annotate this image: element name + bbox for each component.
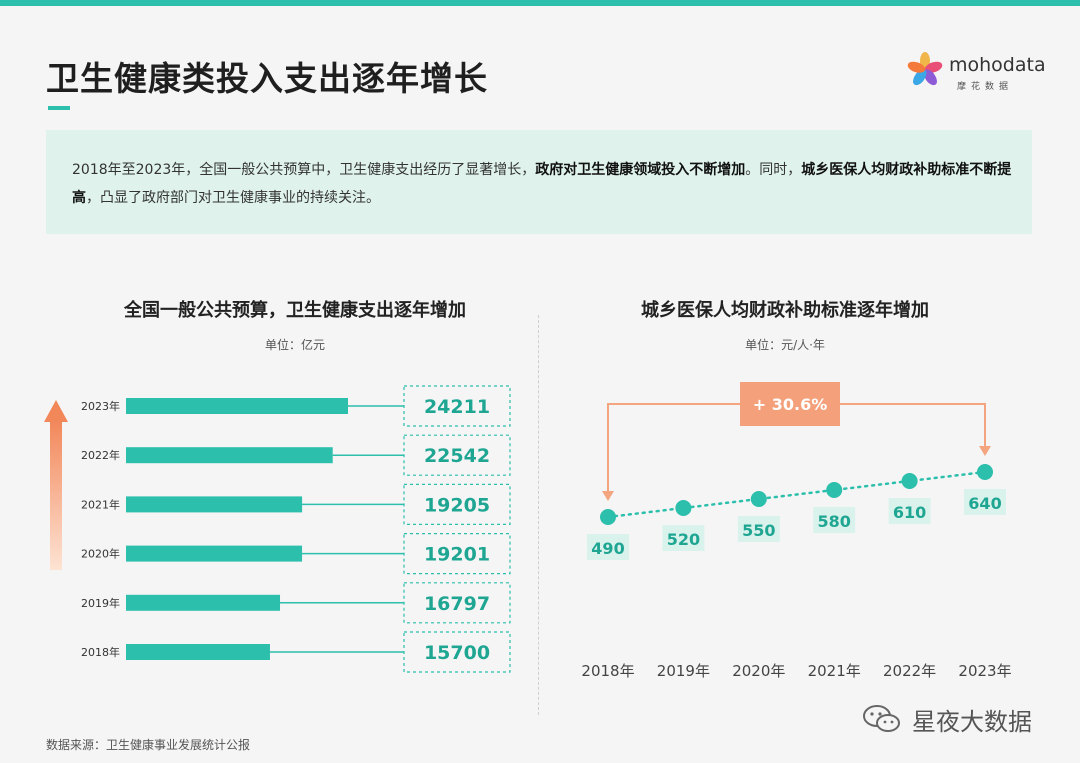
bar-category-label: 2022年 [81,448,120,462]
point-value-label: 640 [968,494,1001,513]
summary-text: 2018年至2023年，全国一般公共预算中，卫生健康支出经历了显著增长，政府对卫… [72,156,1022,212]
x-tick-label: 2023年 [958,662,1011,680]
bar-category-label: 2019年 [81,596,120,610]
summary-bold-2: 城乡医保人均财政补助标准不断提高 [72,162,1012,206]
summary-bold-1: 政府对卫生健康领域投入不断增加 [535,162,746,178]
point-value-label: 520 [667,530,700,549]
bar [126,447,333,464]
value-label-box [587,534,629,560]
bar-category-label: 2018年 [81,645,120,659]
value-label-box [964,489,1006,515]
growth-badge [740,382,840,426]
bar-value-label: 22542 [424,445,490,467]
upward-trend-arrow-icon [44,400,68,570]
x-tick-label: 2022年 [883,662,936,680]
bar [126,594,281,611]
data-source: 数据来源：卫生健康事业发展统计公报 [46,738,251,752]
x-tick-label: 2020年 [732,662,785,680]
summary-part-3: ，凸显了政府部门对卫生健康事业的持续关注。 [86,190,380,206]
data-point [977,464,993,480]
logo-text: mohodata [949,54,1046,76]
top-accent-bar [0,0,1080,6]
data-point [826,482,843,498]
right-chart-title: 城乡医保人均财政补助标准逐年增加 [641,300,929,321]
bar-value-label: 16797 [424,593,490,615]
down-arrow-icon [979,446,991,456]
bar-value-label: 19205 [424,494,490,516]
summary-box: 2018年至2023年，全国一般公共预算中，卫生健康支出经历了显著增长，政府对卫… [46,130,1032,234]
chart-divider [538,315,539,715]
bar-category-label: 2023年 [81,399,120,413]
point-value-label: 580 [817,512,850,531]
series-line [606,470,987,519]
value-label-box [888,498,931,524]
summary-part-1: 2018年至2023年，全国一般公共预算中，卫生健康支出经历了显著增长， [72,162,536,178]
subsidy-line-chart: + 30.6% 490 2018年 520 2019年 550 2020年 580 2021年 6… [581,382,1012,680]
down-arrow-icon [602,491,614,501]
point-value-label: 610 [893,503,926,522]
page-title: 卫生健康类投入支出逐年增长 [46,59,488,98]
expenditure-bar-chart: 2023年 24211 2022年 22542 2021年 19205 2020年 19201… [44,385,511,673]
bar-value-label: 15700 [424,642,490,664]
data-point [901,473,918,489]
watermark-text: 星夜大数据 [912,708,1032,736]
bar [126,545,303,562]
value-box [403,483,511,526]
value-label-box [737,516,780,542]
bar-value-label: 24211 [424,396,490,418]
title-underline [48,106,70,110]
logo-subtitle: 摩花数据 [957,82,1014,92]
bar [126,496,303,513]
x-tick-label: 2021年 [808,662,861,680]
bar [126,644,270,660]
summary-part-2: 。同时， [745,162,802,178]
mohodata-logo: mohodata 摩花数据 [905,50,1046,94]
data-point [600,509,616,525]
data-point [675,500,692,516]
right-chart-unit: 单位：元/人·年 [745,338,825,352]
bar-value-label: 19201 [424,544,490,566]
wechat-icon [863,705,900,732]
bar-category-label: 2021年 [81,497,120,511]
pinwheel-logo-icon [907,52,943,86]
data-point [750,491,767,507]
value-label-box [662,525,705,551]
left-chart-unit: 单位：亿元 [264,338,325,352]
value-label-box [813,507,856,533]
point-value-label: 550 [742,521,775,540]
x-tick-label: 2019年 [657,662,710,680]
growth-badge-label: + 30.6% [753,395,827,414]
bar-category-label: 2020年 [81,547,120,561]
left-chart-title: 全国一般公共预算，卫生健康支出逐年增加 [124,300,466,321]
point-value-label: 490 [591,539,624,558]
x-tick-label: 2018年 [581,662,634,680]
value-box [403,385,511,427]
value-box [403,631,511,673]
value-box [403,434,511,476]
bar [126,398,348,414]
growth-annotation: + 30.6% [602,382,991,501]
